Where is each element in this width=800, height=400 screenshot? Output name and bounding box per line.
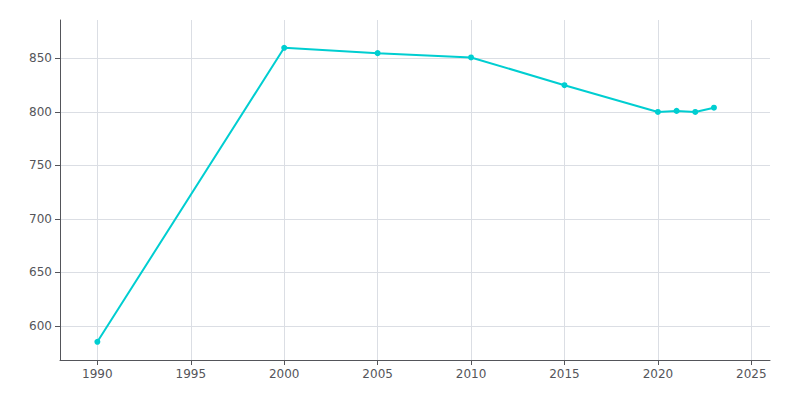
- svg-text:2005: 2005: [362, 367, 393, 381]
- svg-text:600: 600: [29, 319, 52, 333]
- svg-text:1990: 1990: [82, 367, 113, 381]
- svg-text:800: 800: [29, 105, 52, 119]
- svg-text:850: 850: [29, 51, 52, 65]
- svg-text:650: 650: [29, 265, 52, 279]
- svg-text:750: 750: [29, 158, 52, 172]
- svg-text:2025: 2025: [736, 367, 767, 381]
- svg-text:2000: 2000: [269, 367, 300, 381]
- svg-text:2020: 2020: [643, 367, 674, 381]
- svg-text:2010: 2010: [456, 367, 487, 381]
- svg-text:1995: 1995: [176, 367, 207, 381]
- svg-text:2015: 2015: [549, 367, 580, 381]
- svg-text:700: 700: [29, 212, 52, 226]
